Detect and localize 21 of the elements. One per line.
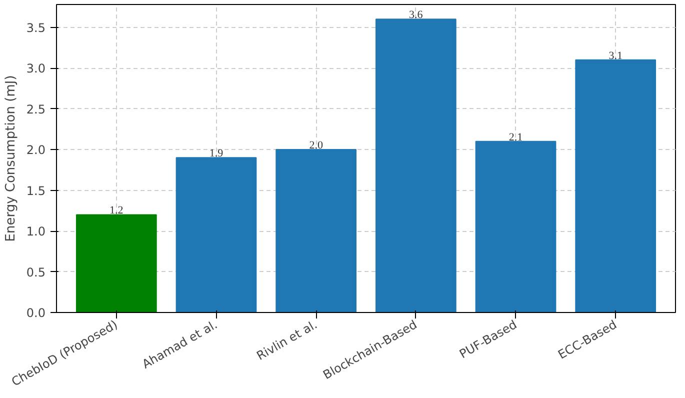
y-axis-title: Energy Consumption (mJ) xyxy=(3,75,18,242)
data-label: 1.2 xyxy=(110,204,124,217)
y-tick-label: 1.5 xyxy=(26,184,46,198)
bar xyxy=(276,149,357,312)
y-tick-label: 2.0 xyxy=(26,143,46,158)
data-label: 2.0 xyxy=(309,140,324,152)
bar xyxy=(375,18,456,312)
y-tick-label: 3.0 xyxy=(26,62,46,76)
bar xyxy=(176,157,257,312)
y-tick-label: 0.5 xyxy=(26,265,46,280)
bar xyxy=(575,59,656,312)
data-label: 3.1 xyxy=(608,50,622,62)
y-tick-label: 1.0 xyxy=(26,224,46,239)
bar xyxy=(475,140,556,312)
data-label: 1.9 xyxy=(209,148,224,160)
data-label: 3.6 xyxy=(409,9,424,22)
bar xyxy=(76,214,157,312)
data-label: 2.1 xyxy=(508,131,523,144)
y-tick-label: 0.0 xyxy=(26,306,46,320)
y-tick-label: 3.5 xyxy=(26,20,46,35)
y-tick-label: 2.5 xyxy=(26,102,46,116)
